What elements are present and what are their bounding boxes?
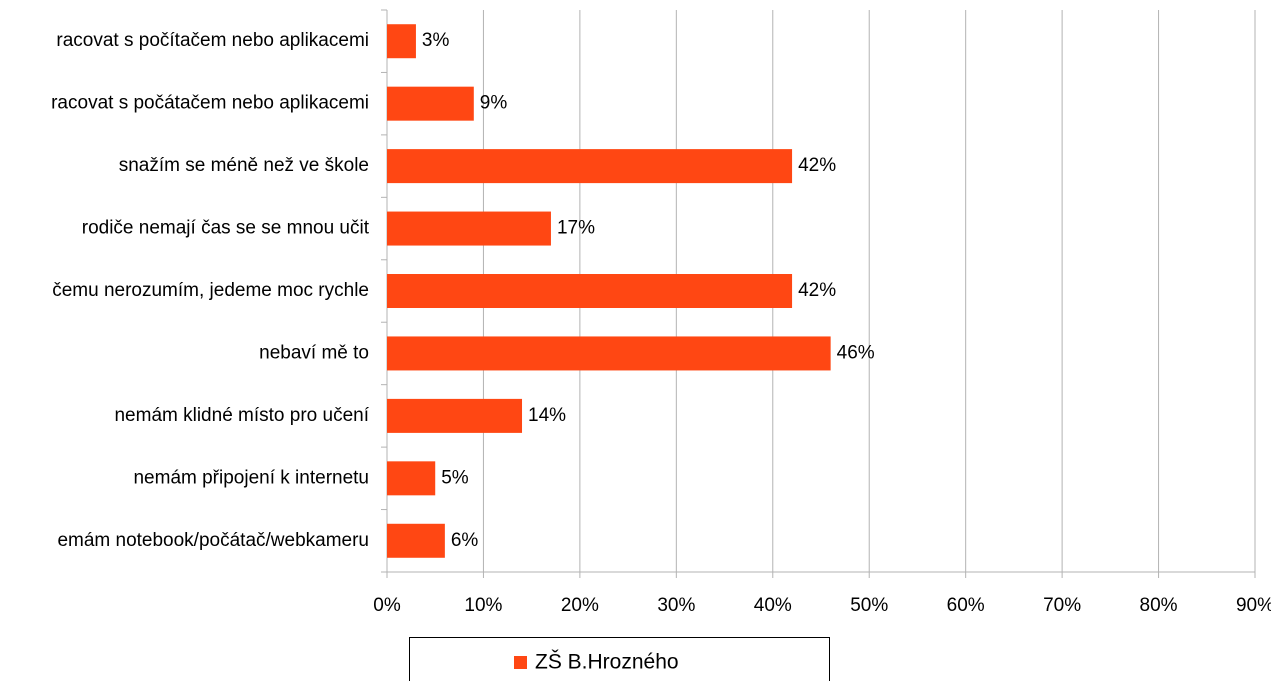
y-tick-label: racovat s počítačem nebo aplikacemi <box>56 30 369 51</box>
y-tick-label: emám notebook/počátač/webkameru <box>57 530 369 551</box>
data-label: 14% <box>528 405 566 426</box>
bar <box>387 149 793 184</box>
y-tick-label: čemu nerozumím, jedeme moc rychle <box>52 280 369 301</box>
bar <box>387 274 793 308</box>
x-tick-label: 30% <box>657 595 695 616</box>
x-tick-label: 80% <box>1140 595 1178 616</box>
legend-label: ZŠ B.Hrozného <box>535 651 679 674</box>
x-tick-label: 10% <box>464 595 502 616</box>
data-label: 42% <box>798 155 836 176</box>
bar <box>387 336 831 371</box>
legend-box <box>409 637 830 681</box>
legend-swatch <box>514 656 527 669</box>
x-tick-label: 70% <box>1043 595 1081 616</box>
y-tick-label: nebaví mě to <box>259 342 369 363</box>
y-tick-label: rodiče nemají čas se se mnou učit <box>82 218 370 239</box>
bar <box>387 24 416 59</box>
data-label: 46% <box>837 342 875 363</box>
x-tick-label: 50% <box>850 595 888 616</box>
x-tick-label: 60% <box>947 595 985 616</box>
bar <box>387 523 445 558</box>
bar <box>387 86 474 121</box>
y-tick-label: snažím se méně než ve škole <box>119 155 369 176</box>
bar <box>387 211 551 246</box>
data-label: 6% <box>451 530 479 551</box>
data-label: 17% <box>557 218 595 239</box>
bar <box>387 398 523 433</box>
x-tick-label: 90% <box>1236 595 1271 616</box>
x-tick-label: 20% <box>561 595 599 616</box>
bar <box>387 461 436 496</box>
y-tick-label: racovat s počátačem nebo aplikacemi <box>51 93 369 114</box>
x-tick-label: 40% <box>754 595 792 616</box>
data-label: 42% <box>798 280 836 301</box>
y-tick-label: nemám klidné místo pro učení <box>114 405 369 426</box>
x-tick-label: 0% <box>373 595 401 616</box>
data-label: 3% <box>422 30 450 51</box>
data-label: 9% <box>480 93 508 114</box>
data-label: 5% <box>441 467 469 488</box>
y-tick-label: nemám připojení k internetu <box>133 467 369 488</box>
